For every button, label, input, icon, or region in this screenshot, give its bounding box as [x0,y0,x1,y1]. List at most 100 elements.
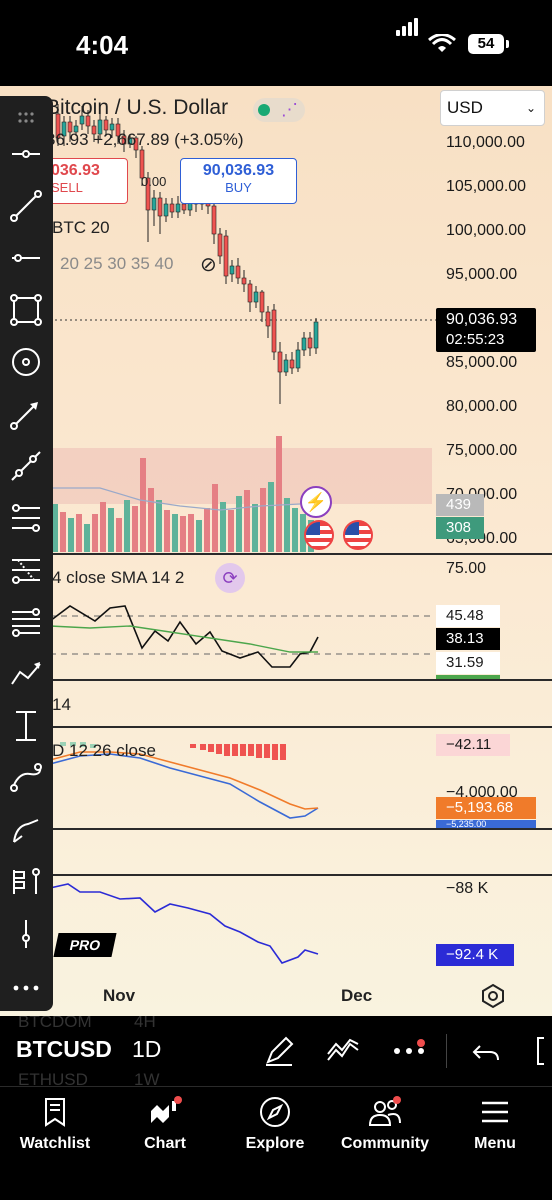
nav-menu[interactable]: Menu [440,1095,550,1153]
ma-periods-label[interactable]: 20 25 30 35 40 [60,254,174,273]
price-chart[interactable] [0,86,552,1016]
pane-separator[interactable] [0,726,552,728]
us-flag-icon[interactable] [343,520,373,550]
volume-bar [116,518,122,552]
vertical-line-tool-icon[interactable] [8,916,44,952]
candle-body [211,205,217,235]
y-axis-label: 95,000.00 [446,266,518,283]
macd-histogram-bar [200,744,206,750]
y-axis-label: 85,000.00 [446,354,518,371]
macd-signal-line [49,751,319,810]
pane2-label[interactable]: 14 [52,695,71,714]
arrow-tool-icon[interactable] [8,396,44,432]
volume-bar [196,520,202,552]
nav-label: Menu [474,1135,516,1152]
chart-settings-icon[interactable] [480,983,506,1009]
pro-badge[interactable]: PRO [53,933,117,957]
candle-body [85,115,91,127]
x-axis-label: Dec [341,986,373,1005]
signal-value-tag: −5,235.00 [436,820,536,828]
candle-body [253,291,259,303]
pitchfork-tool-icon[interactable] [8,552,44,588]
volume-bar [180,516,186,552]
candle-body [277,351,283,373]
volume-bar [132,506,138,552]
volume-bar [252,504,258,552]
candle-body [169,203,175,213]
nav-explore[interactable]: Explore [220,1095,330,1153]
candle-body [283,359,289,373]
candle-body [247,283,253,303]
candle-body [241,277,247,285]
brush-tool-icon[interactable] [8,812,44,848]
sell-button[interactable]: 036.93 SELL [46,158,128,204]
spread-label: 0.00 [141,174,167,189]
nav-chart[interactable]: Chart [110,1095,220,1153]
market-status-badge[interactable]: ⋰ [253,98,305,122]
volume-bar [76,514,82,552]
fib-retracement-tool-icon[interactable] [8,500,44,536]
volume-bar [204,508,210,552]
candle-body [145,177,151,211]
nav-watchlist[interactable]: Watchlist [0,1095,110,1153]
buy-button[interactable]: 90,036.93 BUY [180,158,297,204]
refresh-icon[interactable]: ⟳ [215,563,245,593]
volume-bar [188,514,194,552]
rectangle-tool-icon[interactable] [8,292,44,328]
measure-tool-icon[interactable] [8,708,44,744]
y-axis-label: 80,000.00 [446,398,518,415]
more-tools-icon[interactable] [8,970,44,1006]
brush-curve-tool-icon[interactable] [8,760,44,796]
pane-separator[interactable] [0,679,552,681]
ticker-selector[interactable]: BTCUSD [16,1036,112,1062]
undo-icon[interactable] [470,1034,504,1068]
candle-body [301,337,307,351]
flash-icon[interactable]: ⚡ [300,486,332,518]
rsi-label[interactable]: 4 close SMA 14 2 [52,568,185,587]
last-price-tag: 90,036.93 02:55:23 [436,308,536,352]
fullscreen-icon[interactable] [534,1034,552,1068]
toolbar-drag-handle[interactable] [8,100,44,123]
volume-bar [148,488,154,552]
trend-line-tool-icon[interactable] [8,188,44,224]
bottom-nav: Watchlist Chart Explore Community Menu [0,1086,552,1200]
chart-area[interactable]: Bitcoin / U.S. Dollar ⋰ 36.93 +2,667.89 … [0,86,552,1016]
path-tool-icon[interactable] [8,656,44,692]
symbol-row: BTCDOM 4H ETHUSD 1W BTCUSD 1D [0,1016,552,1086]
pane-separator[interactable] [0,553,552,555]
ghost-ticker: BTCDOM [18,1016,92,1031]
nav-label: Chart [144,1135,186,1152]
macd-histogram-bar [240,744,246,756]
hide-eye-icon[interactable]: ⊘ [200,254,217,276]
pen-icon[interactable] [262,1034,296,1068]
circle-tool-icon[interactable] [8,344,44,380]
more-options-icon[interactable] [392,1034,426,1068]
symbol-title[interactable]: Bitcoin / U.S. Dollar [46,96,229,119]
horizontal-line-tool-icon[interactable] [8,240,44,276]
macd-histogram-bar [80,742,86,747]
ghost-interval: 1W [134,1070,160,1086]
long-position-tool-icon[interactable] [8,864,44,900]
pane-separator[interactable] [0,874,552,876]
interval-selector[interactable]: 1D [132,1036,162,1062]
macd-label[interactable]: D 12 26 close [52,741,156,760]
volume-bar [60,512,66,552]
crosshair-tool-icon[interactable] [8,136,44,172]
ghost-ticker: ETHUSD [18,1070,88,1086]
indicators-icon[interactable] [326,1034,360,1068]
obv-line [49,883,319,964]
volume-bar [212,484,218,552]
candle-body [181,203,187,211]
ray-tool-icon[interactable] [8,448,44,484]
pane-separator[interactable] [0,828,552,830]
rsi-ma-tag [436,675,500,679]
parallel-channel-tool-icon[interactable] [8,604,44,640]
ohlc-change: 36.93 +2,667.89 (+3.05%) [46,130,244,149]
macd-axis-label: −4,000.00 [446,784,518,801]
volume-bar [260,488,266,552]
currency-select[interactable]: USD ⌄ [440,90,545,126]
us-flag-icon[interactable] [304,520,334,550]
market-open-dot [258,104,270,116]
nav-community[interactable]: Community [330,1095,440,1153]
ma-indicator-label[interactable]: BTC 20 [52,218,110,237]
